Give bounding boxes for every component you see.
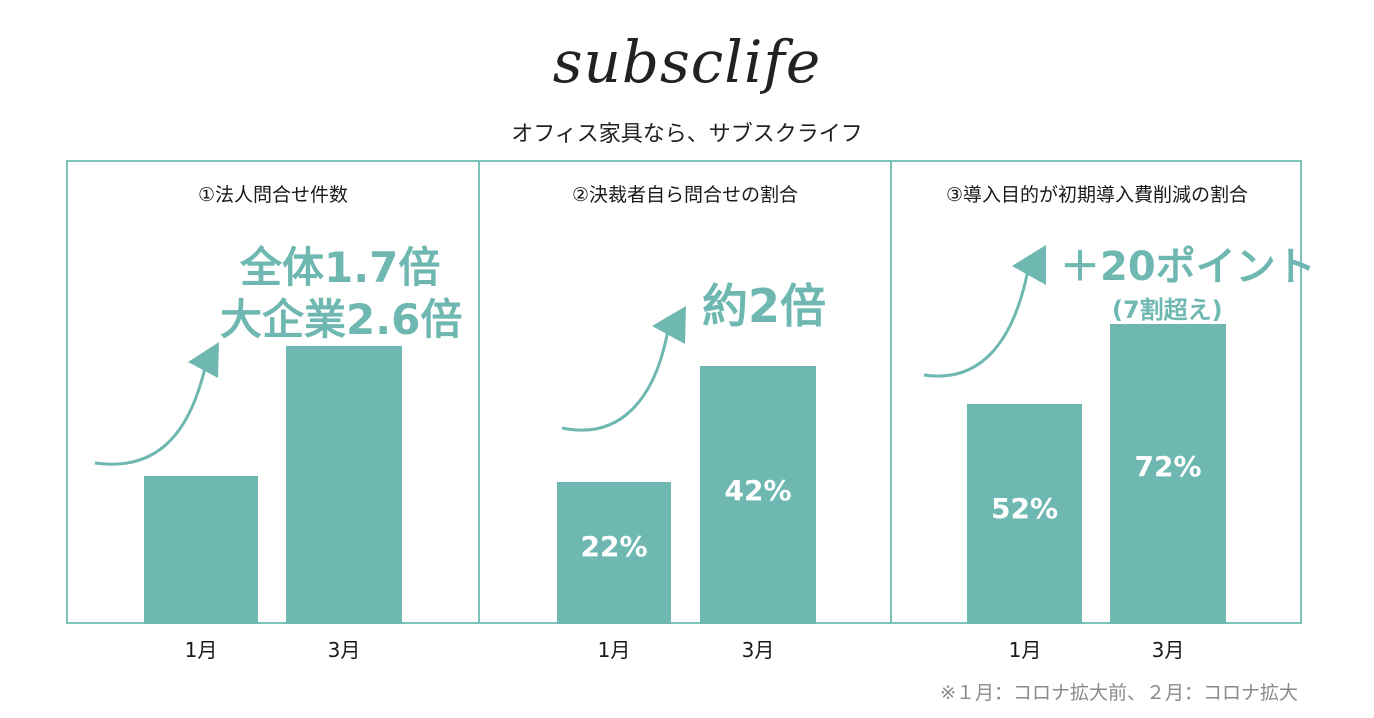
panel-divider-2 — [890, 160, 892, 624]
panel-3-bar-jan — [967, 404, 1082, 624]
panel-3-value-mar: 72% — [1134, 450, 1202, 483]
panel-2-bar-mar — [700, 366, 816, 624]
panel-3-arrow — [923, 269, 1030, 378]
panel-2-x-label-mar: 3月 — [741, 638, 775, 662]
panel-1-x-label-mar: 3月 — [327, 638, 361, 662]
panel-2-bar-jan — [557, 482, 671, 624]
panel-2-value-mar: 42% — [724, 474, 792, 507]
panel-3-annotation-line-2: (7割超え) — [1112, 296, 1223, 324]
panel-1-annotation-line-1: 全体1.7倍 — [240, 243, 441, 292]
panel-3-x-label-mar: 3月 — [1151, 638, 1185, 662]
chart-frame — [66, 160, 1302, 624]
brand-logo: subsclife — [552, 28, 822, 96]
panel-2-value-jan: 22% — [580, 530, 648, 563]
panel-1-arrow-head — [188, 342, 219, 378]
panel-3-title: ③導入目的が初期導入費削減の割合 — [945, 184, 1249, 206]
panel-1-bar-mar — [286, 346, 402, 624]
panel-2-title: ②決裁者自ら問合せの割合 — [571, 184, 799, 206]
tagline: オフィス家具なら、サブスクライフ — [511, 122, 863, 147]
panel-3-value-jan: 52% — [990, 492, 1059, 525]
panel-1-x-label-jan: 1月 — [184, 638, 218, 662]
panel-2-x-label-jan: 1月 — [597, 638, 631, 662]
panel-1-annotation-line-2: 大企業2.6倍 — [220, 295, 463, 344]
panel-2-arrow-head — [652, 306, 686, 344]
panel-2-arrow — [561, 329, 670, 432]
panel-1-bar-jan — [144, 476, 258, 624]
panel-3-annotation-line-1: ＋20ポイント — [1060, 244, 1316, 290]
panel-1-arrow — [94, 367, 207, 466]
footnote: ※１月：コロナ拡大前、２月：コロナ拡大 — [940, 682, 1298, 704]
panel-3-x-label-jan: 1月 — [1008, 638, 1042, 662]
panel-2-annotation: 約2倍 — [702, 279, 827, 333]
panel-divider-1 — [478, 160, 480, 624]
panel-3-bar-mar — [1110, 324, 1226, 624]
panel-1-title: ①法人問合せ件数 — [197, 184, 349, 206]
panel-3-arrow-head — [1012, 245, 1046, 285]
